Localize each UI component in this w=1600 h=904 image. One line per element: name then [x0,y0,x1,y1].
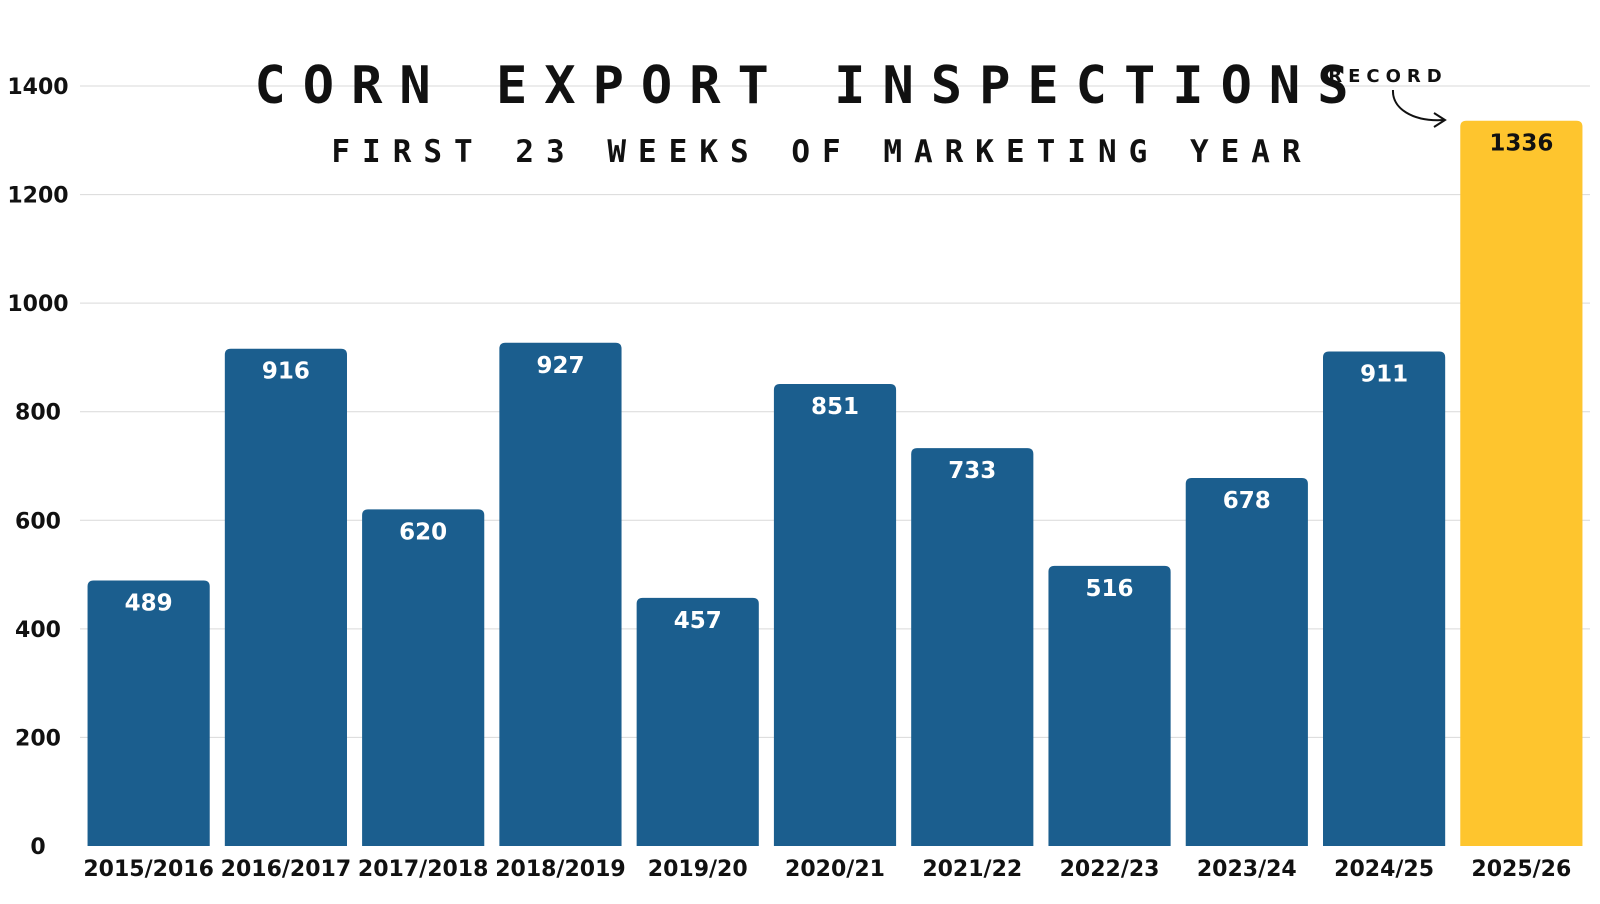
x-tick-label: 2021/22 [922,857,1022,882]
bar [773,384,897,846]
bar [911,448,1034,846]
y-tick-label: 1000 [7,292,68,317]
x-tick-label: 2018/2019 [495,857,626,882]
bar-value-label: 678 [1223,488,1271,514]
bar-value-label: 489 [125,591,173,617]
bar-value-label: 1336 [1489,131,1553,157]
bar [1185,477,1308,846]
x-tick-label: 2022/23 [1060,857,1160,882]
bar [1323,351,1446,846]
x-axis-ticks: 2015/2016 2016/2017 2017/2018 2018/2019 2019… [83,857,1571,882]
y-tick-label: 1200 [7,184,68,209]
x-tick-label: 2016/2017 [221,857,352,882]
record-arrow-icon [1391,89,1445,122]
bar [499,342,622,846]
chart-title: CORN EXPORT INSPECTIONS [254,56,1365,116]
bar-value-label: 620 [399,519,447,545]
x-tick-label: 2025/26 [1471,857,1571,882]
x-tick-label: 2017/2018 [358,857,489,882]
bar-value-label: 851 [811,394,859,420]
bar [1048,565,1171,846]
bar-value-label: 916 [262,359,310,385]
x-tick-label: 2024/25 [1334,857,1434,882]
x-tick-label: 2019/20 [648,857,748,882]
bar-value-label: 911 [1360,361,1408,387]
y-tick-label: 600 [15,509,61,534]
y-tick-label: 0 [30,835,45,860]
y-tick-label: 800 [15,401,61,426]
bar [636,597,759,846]
bar [224,348,347,846]
y-tick-label: 200 [15,726,61,751]
data-labels: 489 916 620 927 457 851 733 516 678 911 1336 [125,131,1554,634]
bar-value-label: 516 [1086,576,1134,602]
record-annotation-label: RECORD [1328,66,1447,87]
x-tick-label: 2015/2016 [83,857,214,882]
y-tick-label: 400 [15,618,61,643]
bar-value-label: 927 [536,353,584,379]
titles: CORN EXPORT INSPECTIONS FIRST 23 WEEKS O… [254,56,1365,170]
y-axis-ticks: 0 200 400 600 800 1000 1200 1400 [7,75,68,860]
bar [362,509,485,846]
bar-highlight [1460,120,1583,846]
bar [87,580,210,846]
chart-subtitle: FIRST 23 WEEKS OF MARKETING YEAR [331,134,1312,170]
x-tick-label: 2023/24 [1197,857,1297,882]
x-tick-label: 2020/21 [785,857,885,882]
bar-value-label: 733 [948,458,996,484]
y-tick-label: 1400 [7,75,68,100]
record-annotation: RECORD [1328,66,1447,128]
bars [87,120,1583,846]
record-arrowhead-icon [1433,112,1447,128]
bar-value-label: 457 [674,608,722,634]
